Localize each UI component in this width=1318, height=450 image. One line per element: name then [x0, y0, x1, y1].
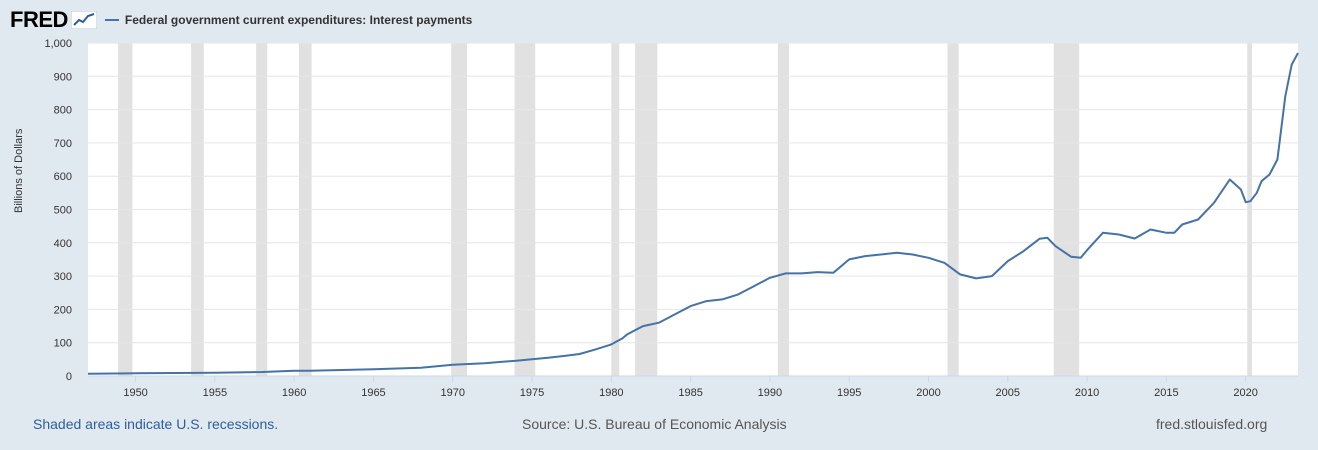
- y-axis-ticks: 0 100 200 300 400 500 600 700 800 900 1,000: [44, 38, 72, 383]
- x-tick-label: 1985: [678, 387, 702, 399]
- y-tick-label: 1,000: [44, 38, 72, 50]
- y-tick-label: 200: [54, 304, 72, 316]
- y-tick-label: 800: [54, 105, 72, 117]
- fred-trend-icon: [70, 11, 97, 29]
- x-tick-label: 1960: [282, 387, 306, 399]
- x-tick-label: 1975: [520, 387, 544, 399]
- x-tick-label: 2005: [996, 387, 1020, 399]
- y-tick-label: 400: [54, 238, 72, 250]
- footer: Shaded areas indicate U.S. recessions. S…: [0, 416, 1318, 436]
- x-tick-label: 1970: [441, 387, 465, 399]
- x-tick-label: 1980: [599, 387, 623, 399]
- x-axis-ticks: 1950 1955 1960 1965 1970 1975 1980 1985 1990 1995…: [88, 375, 1298, 399]
- x-tick-label: 2020: [1233, 387, 1257, 399]
- fred-logo[interactable]: FRED: [10, 7, 68, 32]
- y-tick-label: 100: [54, 338, 72, 350]
- series-line: [87, 52, 1299, 375]
- x-tick-label: 1965: [361, 387, 385, 399]
- chart-header: FRED Federal government current expendit…: [10, 6, 472, 34]
- y-tick-label: 0: [66, 371, 72, 383]
- x-tick-label: 2015: [1154, 387, 1178, 399]
- x-tick-label: 1950: [123, 387, 147, 399]
- x-tick-label: 1955: [203, 387, 227, 399]
- x-tick-label: 2010: [1075, 387, 1099, 399]
- x-tick-label: 1995: [837, 387, 861, 399]
- source-text: Source: U.S. Bureau of Economic Analysis: [522, 416, 787, 432]
- legend-label: Federal government current expenditures:…: [124, 13, 473, 27]
- site-link[interactable]: fred.stlouisfed.org: [1156, 416, 1268, 432]
- y-tick-label: 300: [54, 271, 72, 283]
- y-tick-label: 900: [54, 71, 72, 83]
- legend-swatch: [104, 19, 119, 21]
- x-tick-label: 1990: [758, 387, 782, 399]
- y-tick-label: 500: [54, 205, 72, 217]
- y-tick-label: 600: [54, 171, 72, 183]
- x-tick-label: 2000: [916, 387, 940, 399]
- recession-note-link[interactable]: Shaded areas indicate U.S. recessions.: [33, 416, 279, 432]
- y-tick-label: 700: [54, 138, 72, 150]
